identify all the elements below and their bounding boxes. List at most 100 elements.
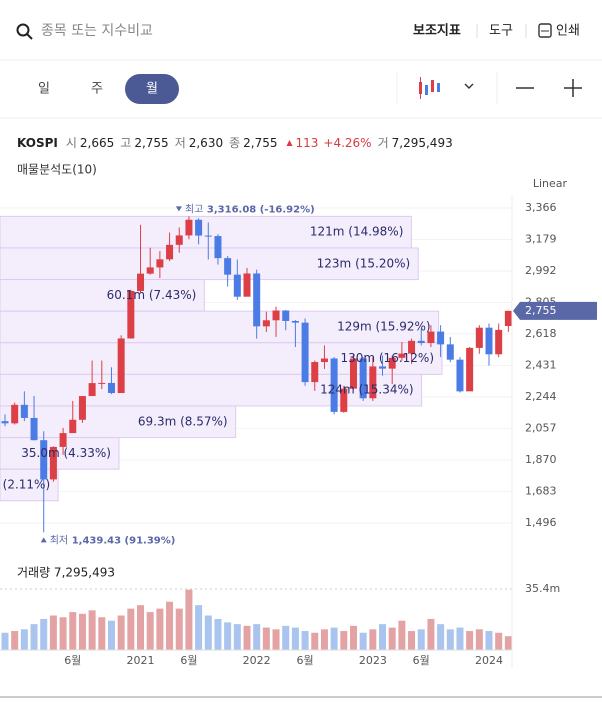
min-arrow [40, 537, 47, 543]
profile-label: 123m (15.20%) [317, 256, 411, 270]
quote-volume: 7,295,493 [392, 136, 453, 150]
candle-body [233, 274, 241, 297]
volume-bar [398, 620, 406, 650]
max-label: 최고 [185, 203, 203, 215]
scale-mode[interactable]: Linear [533, 177, 568, 190]
x-tick-label: 2021 [127, 654, 155, 667]
candle-body [398, 353, 406, 358]
volume-bar [359, 632, 367, 650]
quote-label: 저 [175, 136, 186, 150]
search-placeholder: 종목 또는 지수비교 [41, 23, 153, 39]
quote-line: KOSPI 시 2,665 고 2,755 저 2,630 종 2,755 113 +4.26% 거 7… [17, 136, 453, 150]
quote-label: 종 [229, 136, 240, 150]
y-tick-label: 3,179 [525, 232, 557, 245]
candle-body [156, 259, 164, 268]
volume-bar [272, 629, 280, 650]
candle-body [282, 310, 290, 321]
candle-body [195, 219, 203, 236]
candle-body [185, 219, 193, 236]
zoom-in[interactable] [564, 79, 582, 97]
volume-bar [262, 627, 270, 650]
candle-body [40, 440, 48, 480]
volume-bar [456, 627, 464, 650]
candle-body [388, 357, 396, 369]
volume-title: 거래량 7,295,493 [17, 566, 115, 580]
volume-bar [340, 631, 348, 650]
candle-body [330, 358, 338, 412]
candle-body [475, 327, 483, 348]
candle-body [253, 273, 261, 327]
volume-bar [214, 618, 222, 650]
volume-bar [204, 615, 212, 650]
profile-label: 17.1m (2.11%) [0, 477, 50, 491]
x-tick-label: 6월 [64, 654, 81, 667]
menu-tools[interactable]: 도구 [489, 24, 513, 39]
profile-band [0, 215, 412, 249]
candle-body [340, 388, 348, 412]
volume-bar [369, 629, 377, 650]
volume-bar [485, 631, 493, 650]
candle-body [495, 329, 503, 355]
candle-body [456, 359, 464, 392]
candle-body [417, 340, 425, 344]
tab-month[interactable]: 월 [146, 82, 158, 97]
volume-bar [88, 610, 96, 650]
tab-day[interactable]: 일 [38, 82, 50, 97]
candle-body [301, 322, 309, 383]
volume-bar [475, 629, 483, 650]
quote-value: 2,755 [243, 136, 277, 150]
volume-bar [195, 605, 203, 650]
profile-label: 124m (15.34%) [320, 383, 414, 397]
volume-bar [175, 608, 183, 650]
candle-body [204, 235, 212, 237]
chart-type-button[interactable] [419, 77, 474, 99]
candle-body [127, 290, 135, 339]
volume-bar [330, 627, 338, 650]
candle-body [88, 383, 96, 397]
volume-bar [408, 631, 416, 650]
volume-bar [504, 636, 512, 650]
y-tick-label: 1,683 [525, 484, 557, 497]
tab-selected-pill [125, 74, 179, 104]
search-bar[interactable]: 종목 또는 지수비교 [16, 23, 154, 40]
candle-body [137, 273, 145, 291]
profile-label: 60.1m (7.43%) [107, 288, 197, 302]
volume-bar [311, 632, 319, 650]
profile-band [0, 310, 440, 344]
candle-body [98, 382, 106, 384]
price-tag [513, 301, 597, 320]
candle-body [78, 396, 86, 420]
quote-label: 시 [66, 136, 77, 150]
volume-bar [78, 613, 86, 650]
candle-body [146, 267, 154, 274]
candle-body [427, 331, 435, 344]
tab-week[interactable]: 주 [91, 82, 103, 97]
volume-bar [282, 625, 290, 650]
volume-bar [349, 625, 357, 650]
candle-body [243, 273, 251, 297]
quote-label: 거 [378, 136, 389, 150]
menu-print[interactable]: 인쇄 [556, 24, 580, 39]
menu-indicator[interactable]: 보조지표 [413, 24, 461, 39]
candle-body [262, 320, 270, 327]
candle-body [485, 327, 493, 355]
candle-body [349, 358, 357, 389]
profile-band [0, 405, 237, 439]
candle-body [49, 446, 57, 480]
candle-body [311, 362, 319, 383]
volume-bar [379, 624, 387, 650]
volume-bar [137, 605, 145, 650]
profile-label: 130m (16.12%) [340, 351, 434, 365]
volume-bar [446, 629, 454, 650]
profile-band [0, 279, 205, 312]
print-icon[interactable] [538, 23, 552, 38]
volume-bar [320, 629, 328, 650]
volume-bar [49, 615, 57, 650]
volume-bar [127, 608, 135, 650]
y-tick-label: 1,496 [525, 516, 557, 529]
candle-body [20, 404, 28, 418]
candle-body [224, 258, 232, 275]
quote-value: 2,630 [189, 136, 223, 150]
volume-bar [388, 627, 396, 650]
